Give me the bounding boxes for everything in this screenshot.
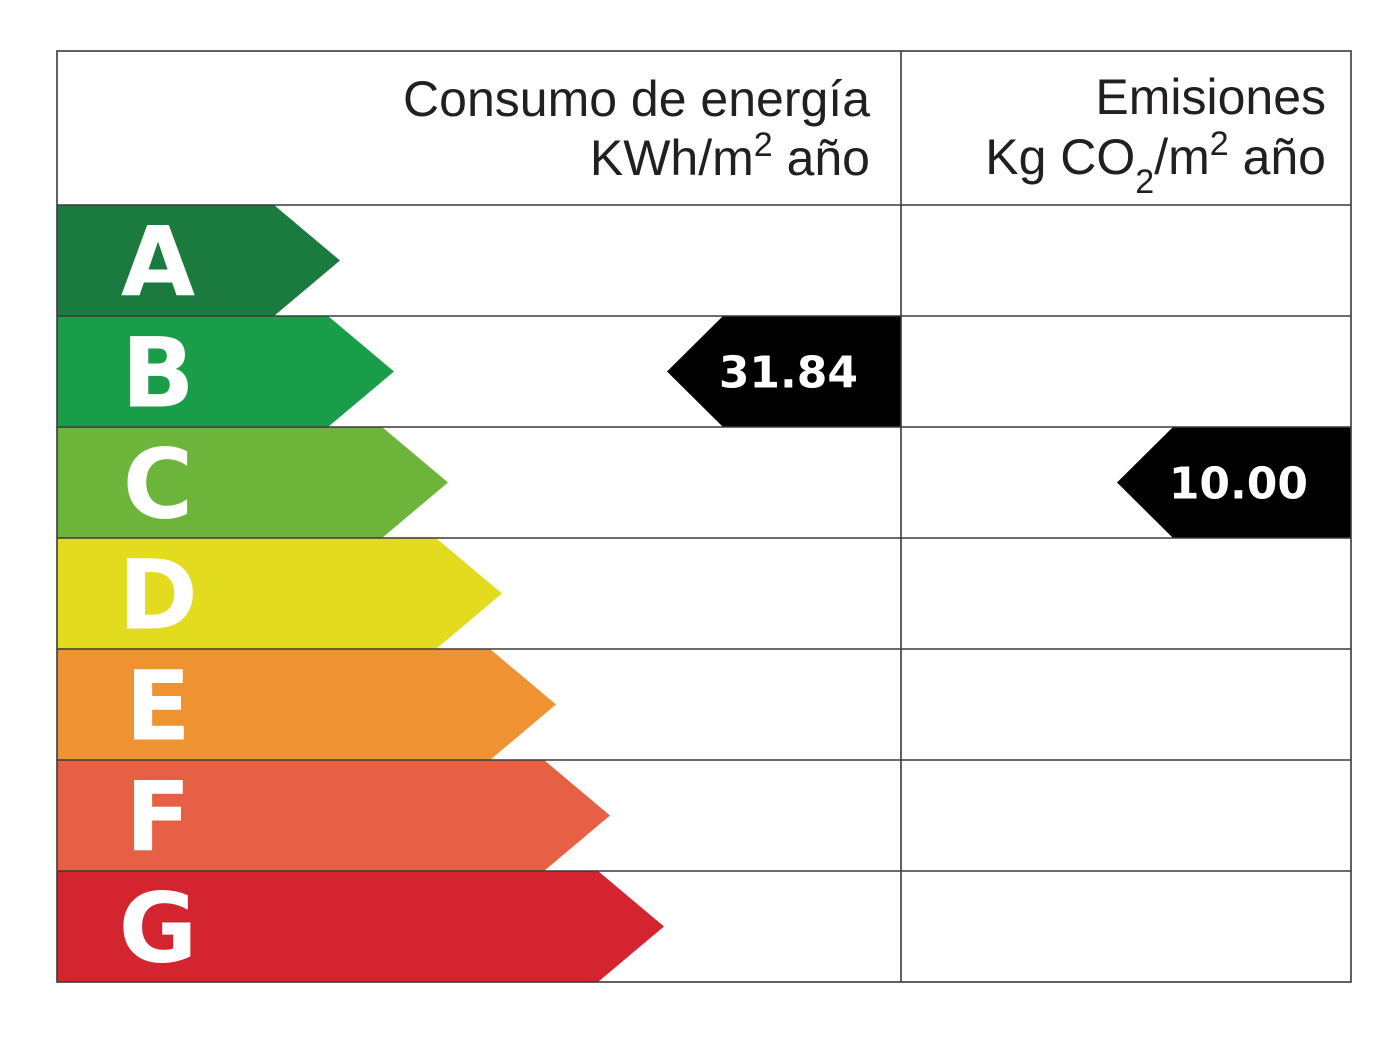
table-grid — [56, 50, 1352, 983]
class-arrow-c — [57, 427, 448, 538]
class-letter-d: D — [118, 540, 198, 652]
class-letter-b: B — [121, 318, 194, 430]
class-letter-f: F — [125, 762, 191, 874]
emissions-unit-sup: 2 — [1210, 125, 1229, 163]
energy-indicator-arrow — [667, 316, 901, 427]
class-arrow-f — [57, 760, 610, 871]
class-arrow-a — [57, 205, 340, 316]
emissions-unit-base: Kg CO — [985, 129, 1135, 185]
emissions-indicator-arrow — [1117, 427, 1351, 538]
energy-indicator-value: 31.84 — [719, 348, 858, 399]
class-arrow-g — [57, 871, 664, 982]
energy-unit-year: año — [773, 130, 870, 186]
class-letter-a: A — [121, 207, 195, 319]
class-arrow-b — [57, 316, 394, 427]
emissions-unit-mid: /m — [1154, 129, 1210, 185]
emissions-column-title: Emisiones — [1095, 69, 1326, 125]
energy-unit-sup: 2 — [754, 126, 773, 164]
class-arrow-d — [57, 538, 502, 649]
class-letter-e: E — [125, 651, 191, 763]
energy-column-title: Consumo de energía — [403, 71, 870, 127]
emissions-column-unit: Kg CO2/m2 año — [985, 125, 1326, 201]
emissions-unit-year: año — [1229, 129, 1326, 185]
class-letter-c: C — [123, 429, 193, 541]
value-indicators: 31.84 10.00 — [667, 316, 1351, 538]
emissions-unit-sub: 2 — [1135, 163, 1154, 201]
energy-column-unit: KWh/m2 año — [590, 126, 870, 186]
emissions-indicator-value: 10.00 — [1169, 459, 1308, 510]
class-letter-g: G — [119, 873, 198, 985]
table-border — [56, 50, 1352, 983]
energy-unit-base: KWh/m — [590, 130, 754, 186]
class-arrow-e — [57, 649, 556, 760]
